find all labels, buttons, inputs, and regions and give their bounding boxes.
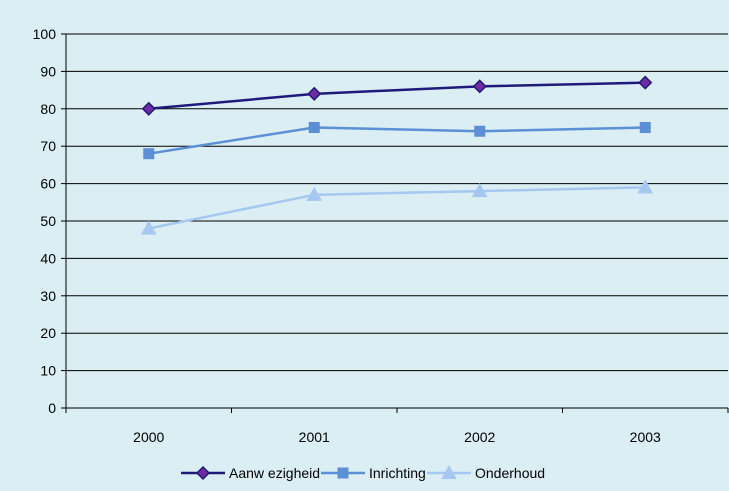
data-point — [474, 125, 486, 137]
axes — [61, 33, 729, 413]
y-tick-label: 30 — [40, 288, 56, 304]
legend-item: Onderhoud — [427, 464, 545, 481]
legend-label: Aanw ezigheid — [229, 465, 320, 481]
y-tick-label: 40 — [40, 250, 56, 266]
data-point — [639, 122, 651, 133]
legend-marker — [441, 464, 457, 480]
series-group — [140, 75, 654, 235]
data-point — [306, 186, 323, 201]
legend-label: Onderhoud — [475, 465, 545, 481]
y-tick-label: 100 — [33, 26, 57, 42]
x-tick-label: 2003 — [630, 429, 661, 445]
series-line — [148, 186, 646, 230]
x-tick-label: 2002 — [464, 429, 495, 445]
y-tick-label: 70 — [40, 138, 56, 154]
y-tick-label: 10 — [40, 363, 56, 379]
data-point — [141, 101, 156, 116]
grid-lines — [66, 33, 728, 372]
y-tick-label: 0 — [48, 400, 56, 416]
series-3 — [140, 179, 654, 235]
legend-item: Aanw ezigheid — [181, 465, 320, 481]
data-point — [638, 75, 653, 90]
y-tick-label: 20 — [40, 325, 56, 341]
y-tick-label: 50 — [40, 213, 56, 229]
y-tick-label: 90 — [40, 63, 56, 79]
series-line — [148, 81, 646, 111]
data-point — [140, 220, 157, 235]
data-point — [472, 79, 487, 94]
y-tick-label: 60 — [40, 176, 56, 192]
series-1 — [141, 75, 653, 116]
data-point — [471, 183, 488, 198]
y-tick-labels: 0 10 20 30 40 50 60 70 80 90 100 — [33, 26, 57, 416]
legend: Aanw ezigheid Inrichting Onderhoud — [181, 464, 545, 481]
series-2 — [143, 122, 651, 160]
data-point — [143, 148, 155, 160]
data-point — [308, 122, 320, 133]
legend-marker — [195, 465, 211, 481]
legend-label: Inrichting — [369, 465, 426, 481]
legend-item: Inrichting — [321, 465, 426, 481]
legend-marker — [337, 467, 349, 479]
data-point — [637, 179, 654, 194]
x-tick-label: 2000 — [133, 429, 164, 445]
x-tick-labels: 2000 2001 2002 2003 — [133, 429, 661, 445]
x-tick-label: 2001 — [299, 429, 330, 445]
series-line — [148, 126, 646, 155]
data-point — [307, 86, 322, 101]
y-tick-label: 80 — [40, 101, 56, 117]
